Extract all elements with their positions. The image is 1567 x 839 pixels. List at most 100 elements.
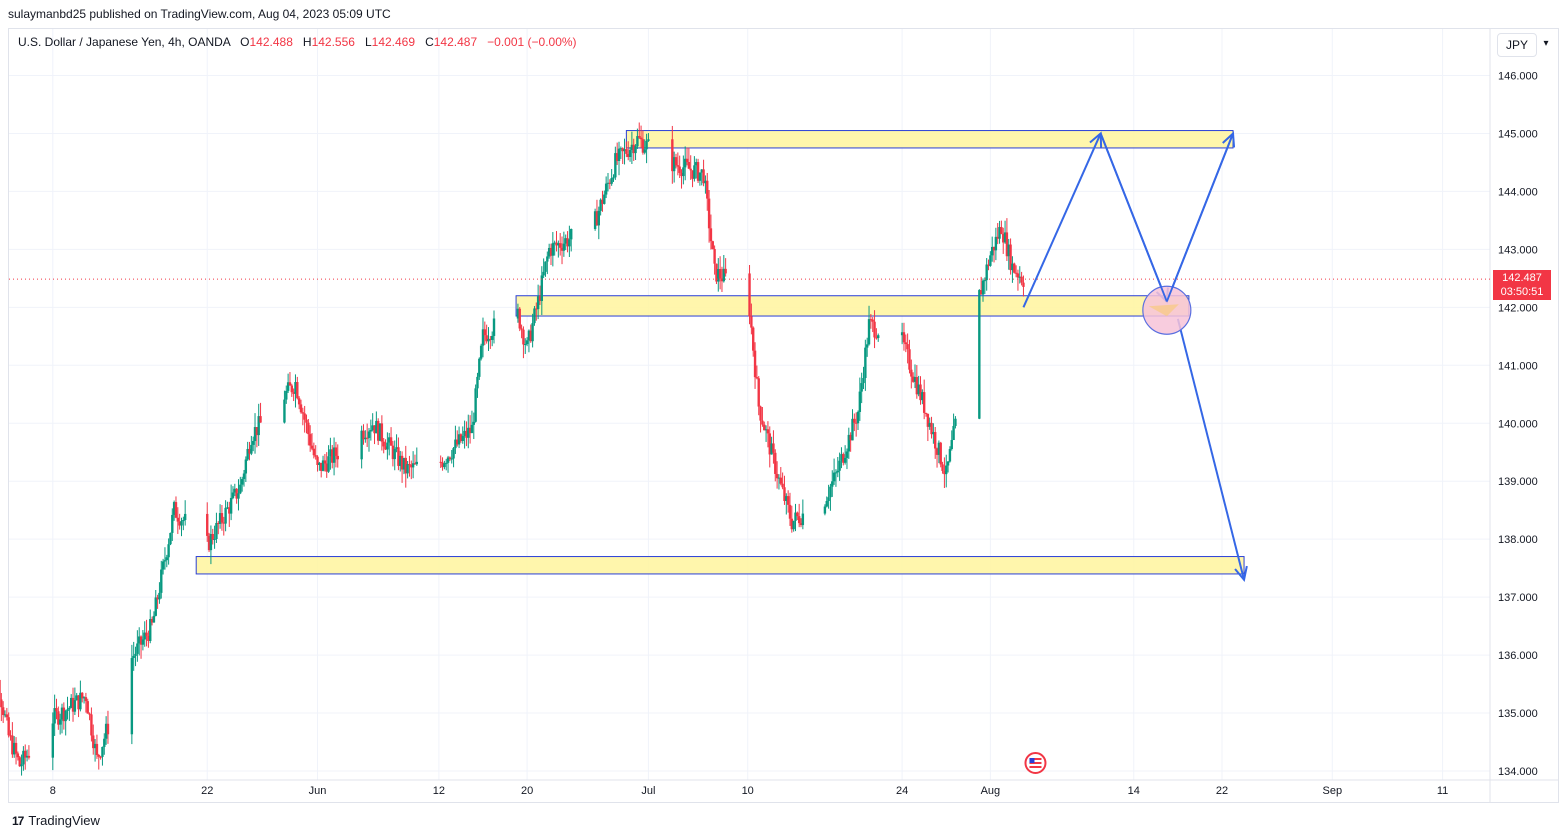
footer-brand[interactable]: 17 TradingView bbox=[12, 813, 100, 828]
candle-body bbox=[939, 442, 942, 465]
candle-body bbox=[558, 243, 562, 248]
candle-body bbox=[467, 427, 470, 438]
candle-body bbox=[147, 635, 150, 641]
candle-body bbox=[138, 636, 141, 644]
candle-body bbox=[450, 458, 453, 460]
candle-body bbox=[979, 290, 983, 295]
candle-body bbox=[836, 470, 839, 473]
candle-body bbox=[921, 392, 924, 401]
candle-body bbox=[393, 448, 396, 460]
candle-body bbox=[448, 457, 452, 459]
candle-body bbox=[71, 697, 75, 712]
candle-body bbox=[792, 520, 795, 530]
x-tick-label: Jul bbox=[641, 785, 655, 797]
candle-body bbox=[213, 538, 216, 540]
candle-body bbox=[158, 592, 161, 600]
chevron-down-icon[interactable]: ▾ bbox=[1543, 38, 1549, 49]
candle-body bbox=[474, 388, 477, 422]
candle-body bbox=[531, 323, 534, 342]
candle-body bbox=[1014, 272, 1018, 274]
candle-body bbox=[825, 501, 828, 507]
candle-body bbox=[801, 513, 805, 526]
x-tick-label: 14 bbox=[1128, 785, 1140, 797]
candle-body bbox=[628, 150, 632, 158]
candle-body bbox=[235, 488, 238, 499]
candle-body bbox=[376, 420, 380, 441]
candle-body bbox=[908, 349, 911, 370]
candle-body bbox=[399, 455, 402, 466]
low-label: L bbox=[364, 35, 372, 49]
candle-body bbox=[783, 487, 786, 501]
candle-body bbox=[987, 264, 990, 266]
candle-body bbox=[77, 695, 80, 710]
candle-body bbox=[75, 695, 78, 701]
candle-body bbox=[408, 464, 411, 466]
candle-body bbox=[456, 439, 459, 445]
close-value: 142.487 bbox=[433, 35, 478, 49]
currency-button[interactable]: JPY bbox=[1497, 33, 1537, 57]
candle-body bbox=[92, 735, 95, 749]
candle-body bbox=[490, 335, 494, 340]
candle-body bbox=[402, 457, 406, 470]
candle-body bbox=[139, 636, 143, 645]
publish-info: sulaymanbd25 published on TradingView.co… bbox=[8, 7, 391, 21]
candle-body bbox=[536, 296, 540, 310]
candle-body bbox=[779, 477, 782, 484]
chart-frame bbox=[8, 28, 1559, 803]
candle-body bbox=[865, 344, 869, 348]
candle-body bbox=[160, 569, 163, 593]
candle-body bbox=[481, 329, 485, 346]
y-tick-label: 142.000 bbox=[1498, 302, 1538, 314]
candle-body bbox=[772, 443, 775, 453]
candle-body bbox=[207, 535, 211, 551]
y-tick-label: 139.000 bbox=[1498, 476, 1538, 488]
y-tick-label: 140.000 bbox=[1498, 418, 1538, 430]
candle-body bbox=[294, 382, 297, 394]
candle-body bbox=[786, 496, 790, 505]
candle-body bbox=[759, 406, 762, 421]
candle-body bbox=[693, 165, 696, 179]
candle-body bbox=[20, 764, 23, 767]
candle-body bbox=[636, 136, 639, 147]
candle-body bbox=[312, 448, 316, 456]
candle-body bbox=[985, 264, 988, 281]
candle-body bbox=[823, 506, 827, 514]
candle-body bbox=[720, 278, 724, 282]
candle-body bbox=[950, 440, 953, 450]
candle-body bbox=[362, 430, 365, 440]
candle-body bbox=[715, 263, 718, 282]
x-tick-label: 12 bbox=[433, 785, 445, 797]
candle-body bbox=[253, 427, 257, 442]
candle-body bbox=[910, 369, 913, 377]
candle-body bbox=[483, 329, 487, 336]
candle-body bbox=[1002, 234, 1005, 243]
candle-body bbox=[560, 247, 564, 251]
candle-body bbox=[623, 149, 626, 152]
candle-body bbox=[873, 321, 876, 338]
candle-body bbox=[862, 378, 865, 384]
candle-body bbox=[251, 441, 255, 445]
y-tick-label: 138.000 bbox=[1498, 534, 1538, 546]
candle-body bbox=[917, 384, 920, 395]
candle-body bbox=[176, 517, 180, 522]
candle-body bbox=[25, 755, 29, 758]
candle-body bbox=[303, 413, 306, 420]
candle-body bbox=[946, 461, 950, 466]
candle-body bbox=[331, 449, 334, 463]
candle-body bbox=[603, 194, 606, 204]
candle-body bbox=[612, 177, 615, 179]
candle-body bbox=[308, 434, 312, 446]
candle-body bbox=[132, 655, 135, 659]
candle-body bbox=[240, 479, 244, 485]
x-tick-label: 8 bbox=[50, 785, 56, 797]
candle-body bbox=[7, 717, 10, 736]
candle-body bbox=[775, 473, 779, 479]
candle-body bbox=[461, 435, 464, 441]
candle-body bbox=[564, 238, 567, 244]
candle-body bbox=[853, 418, 856, 423]
candle-body bbox=[53, 708, 56, 724]
candle-body bbox=[595, 211, 599, 226]
symbol-title[interactable]: U.S. Dollar / Japanese Yen, 4h, OANDA bbox=[18, 35, 231, 49]
candle-body bbox=[218, 513, 222, 524]
